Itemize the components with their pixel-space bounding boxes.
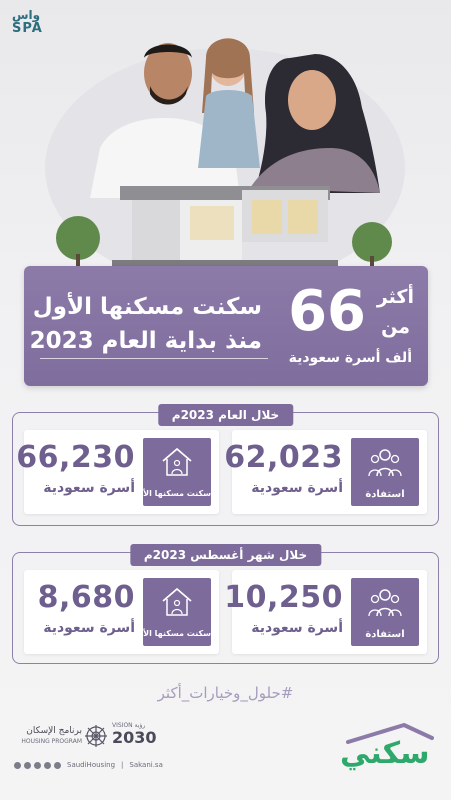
spa-logo-arabic: واس bbox=[12, 8, 41, 22]
august-home-number: 8,680 bbox=[37, 580, 135, 615]
august-benefit-card: استفادة 10,250 أسرة سعودية bbox=[224, 570, 427, 654]
year-benefit-sub: أسرة سعودية bbox=[251, 480, 343, 496]
august-benefit-tag-text: استفادة bbox=[365, 629, 405, 640]
banner-prefix-top: أكثر bbox=[376, 286, 414, 308]
vision-year: 2030 bbox=[112, 728, 157, 747]
hero-family-house-illustration bbox=[45, 38, 405, 288]
august-benefit-tag: استفادة bbox=[351, 578, 419, 646]
sakani-wordmark: سكني bbox=[340, 736, 430, 771]
august-home-tag-text: سكنت مسكنها الأول bbox=[131, 629, 211, 638]
year-benefit-number: 62,023 bbox=[224, 440, 343, 475]
footer-social-row: SaudiHousing | Sakani.sa bbox=[14, 760, 163, 770]
august-home-sub: أسرة سعودية bbox=[43, 620, 135, 636]
social-handle[interactable]: SaudiHousing bbox=[67, 761, 116, 769]
website-link[interactable]: Sakani.sa bbox=[129, 761, 163, 769]
august-benefit-sub: أسرة سعودية bbox=[251, 620, 343, 636]
housing-program-logo: برنامج الإسكان HOUSING PROGRAM bbox=[14, 726, 82, 745]
vision-2030-logo: VISION رؤية 2030 bbox=[112, 722, 160, 747]
year-2023-section-label: خلال العام 2023م bbox=[157, 404, 294, 426]
woman-figure bbox=[250, 54, 380, 193]
banner-divider bbox=[40, 358, 268, 359]
banner-prefix-bottom: من bbox=[381, 316, 410, 338]
house-icon bbox=[162, 447, 192, 476]
vision-label: VISION رؤية bbox=[112, 722, 160, 729]
spa-logo-latin: SPA bbox=[12, 21, 43, 36]
housing-program-ar: برنامج الإسكان bbox=[26, 726, 82, 736]
august-benefit-number: 10,250 bbox=[224, 580, 343, 615]
year-home-number: 66,230 bbox=[16, 440, 135, 475]
headline-banner: أكثر من 66 سكنت مسكنها الأول منذ بداية ا… bbox=[24, 266, 428, 386]
housing-emblem-icon bbox=[85, 725, 107, 747]
year-home-tag: سكنت مسكنها الأول bbox=[131, 438, 211, 506]
family-icon bbox=[368, 589, 402, 617]
banner-big-number: 66 bbox=[288, 279, 366, 344]
banner-line-2: منذ بداية العام 2023 bbox=[29, 328, 262, 354]
year-home-sub: أسرة سعودية bbox=[43, 480, 135, 496]
sakani-roof-icon bbox=[346, 723, 434, 744]
banner-line-1: سكنت مسكنها الأول bbox=[32, 294, 262, 320]
year-home-tag-text: سكنت مسكنها الأول bbox=[131, 489, 211, 498]
year-home-card: سكنت مسكنها الأول 66,230 أسرة سعودية bbox=[16, 430, 219, 514]
x-icon[interactable] bbox=[14, 761, 21, 769]
year-benefit-tag-text: استفادة bbox=[365, 489, 405, 500]
housing-program-en: HOUSING PROGRAM bbox=[21, 738, 82, 745]
snapchat-icon[interactable] bbox=[44, 761, 51, 769]
august-2023-section-label: خلال شهر أغسطس 2023م bbox=[129, 544, 322, 566]
spa-logo: واس SPA bbox=[12, 8, 46, 40]
linkedin-icon[interactable] bbox=[54, 761, 61, 769]
family-icon bbox=[368, 449, 402, 477]
youtube-icon[interactable] bbox=[34, 761, 41, 769]
vision-label-en: VISION bbox=[112, 722, 133, 729]
vision-label-ar: رؤية bbox=[134, 722, 146, 729]
girl-figure bbox=[198, 38, 260, 168]
august-home-tag: سكنت مسكنها الأول bbox=[131, 578, 211, 646]
footer-separator: | bbox=[121, 761, 124, 769]
august-home-card: سكنت مسكنها الأول 8,680 أسرة سعودية bbox=[24, 570, 219, 654]
year-benefit-tag: استفادة bbox=[351, 438, 419, 506]
banner-suffix: ألف أسرة سعودية bbox=[288, 350, 412, 366]
sakani-logo: سكني bbox=[336, 722, 434, 774]
house-icon bbox=[162, 587, 192, 616]
campaign-hashtag: #حلول_وخيارات_أكثر bbox=[157, 684, 294, 702]
year-benefit-card: استفادة 62,023 أسرة سعودية bbox=[224, 430, 427, 514]
instagram-icon[interactable] bbox=[24, 761, 31, 769]
